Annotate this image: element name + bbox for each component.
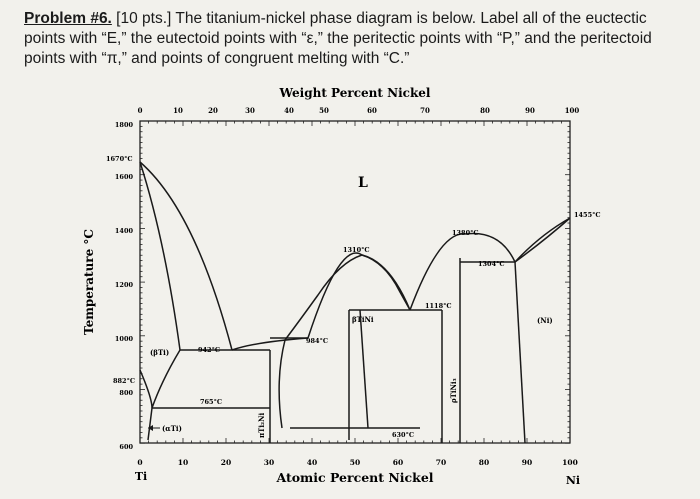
top-tick-label: 30 xyxy=(245,106,255,115)
bottom-tick-label: 40 xyxy=(307,458,317,467)
top-tick-label: 40 xyxy=(284,106,294,115)
y-tick-label: 1800 xyxy=(115,121,134,129)
bottom-tick-label: 50 xyxy=(350,458,360,467)
y-tick-label: 800 xyxy=(119,389,133,397)
ni-melting-label: 1455°C xyxy=(574,211,601,219)
liquid-phase-label: L xyxy=(358,175,368,191)
alpha-ti-boundary-line xyxy=(147,407,153,441)
bottom-tick-label: 0 xyxy=(137,458,142,467)
liquidus-to-984-line xyxy=(231,337,309,351)
problem-statement: Problem #6. [10 pts.] The titanium-nicke… xyxy=(24,9,684,69)
bottom-tick-label: 10 xyxy=(178,458,188,467)
left-element-label: Ti xyxy=(135,470,147,483)
point-label-765: 765°C xyxy=(200,398,222,406)
ni-solvus-line xyxy=(514,261,526,444)
axis-ticks xyxy=(139,120,571,444)
phase-labels: (βTi) (αTi) βTiNi (Ni) πTi₂Ni ρTiNi₃ xyxy=(150,315,553,438)
bottom-axis-title: Atomic Percent Nickel xyxy=(275,470,433,485)
bottom-tick-label: 100 xyxy=(562,458,578,467)
top-tick-label: 60 xyxy=(367,106,377,115)
top-tick-labels: 0 10 20 30 40 50 60 70 80 90 100 xyxy=(138,106,580,115)
point-label-1118: 1118°C xyxy=(425,302,452,310)
top-tick-label: 20 xyxy=(208,106,218,115)
tini-liquidus-left-line xyxy=(307,252,363,339)
ti-liquidus-line xyxy=(139,161,233,351)
problem-number: Problem #6. xyxy=(24,10,112,27)
y-tick-label: 1600 xyxy=(115,173,134,181)
top-tick-label: 70 xyxy=(420,106,430,115)
bottom-tick-label: 30 xyxy=(264,458,274,467)
y-tick-label: 1200 xyxy=(115,281,134,289)
ni-phase-label: (Ni) xyxy=(537,316,553,325)
beta-tini-phase-label: βTiNi xyxy=(352,315,374,324)
temperature-labels: 1670°C 882°C 1455°C 1310°C 1380°C 1304°C… xyxy=(106,155,601,439)
tini-solidus-line xyxy=(284,254,411,341)
ti2ni-phase-label: πTi₂Ni xyxy=(257,413,266,438)
tini3-liquidus-line xyxy=(409,232,516,311)
tini3-phase-label: ρTiNi₃ xyxy=(449,378,458,403)
bottom-tick-label: 20 xyxy=(221,458,231,467)
plot-frame xyxy=(139,120,571,444)
point-label-942: 942°C xyxy=(198,346,220,354)
point-label-1310: 1310°C xyxy=(343,246,370,254)
top-axis-title: Weight Percent Nickel xyxy=(279,86,431,100)
top-tick-label: 100 xyxy=(565,106,580,115)
beta-ti-phase-label: (βTi) xyxy=(150,348,169,357)
y-axis-title: Temperature °C xyxy=(82,229,96,335)
alpha-ti-phase-label: (αTi) xyxy=(162,424,182,433)
bottom-tick-label: 70 xyxy=(436,458,446,467)
top-tick-label: 50 xyxy=(319,106,329,115)
tini-liquidus-right-line xyxy=(361,254,411,311)
point-label-984: 984°C xyxy=(306,337,328,345)
top-tick-label: 10 xyxy=(173,106,183,115)
bottom-tick-label: 60 xyxy=(393,458,403,467)
bottom-tick-label: 90 xyxy=(522,458,532,467)
ni-solidus-line xyxy=(514,217,571,263)
tini-right-boundary-line xyxy=(359,309,369,429)
ni-liquidus-line xyxy=(514,217,571,263)
bottom-tick-labels: 0 10 20 30 40 50 60 70 80 90 100 xyxy=(137,458,577,467)
right-element-label: Ni xyxy=(566,474,580,487)
alpha-ti-arrowhead xyxy=(148,425,153,431)
top-tick-label: 80 xyxy=(480,106,490,115)
point-label-630: 630°C xyxy=(392,431,414,439)
point-label-1304: 1304°C xyxy=(478,260,505,268)
beta-ti-solvus-line xyxy=(151,349,181,409)
y-tick-label: 1400 xyxy=(115,227,134,235)
phase-boundaries xyxy=(139,161,571,444)
y-tick-label: 1000 xyxy=(115,335,134,343)
problem-text: [10 pts.] The titanium-nickel phase diag… xyxy=(24,10,652,67)
beta-ti-transus-line xyxy=(139,369,153,409)
top-tick-label: 0 xyxy=(138,106,143,115)
tini-left-solvus-line xyxy=(278,339,286,429)
y-tick-label: 600 xyxy=(119,443,133,451)
ti-transition-label: 882°C xyxy=(113,377,135,385)
ti-melting-label: 1670°C xyxy=(106,155,133,163)
point-label-1380: 1380°C xyxy=(452,229,479,237)
ti-solidus-line xyxy=(139,161,181,351)
top-tick-label: 90 xyxy=(525,106,535,115)
bottom-tick-label: 80 xyxy=(479,458,489,467)
y-tick-labels: 1800 1600 1400 1200 1000 800 600 xyxy=(115,121,134,451)
